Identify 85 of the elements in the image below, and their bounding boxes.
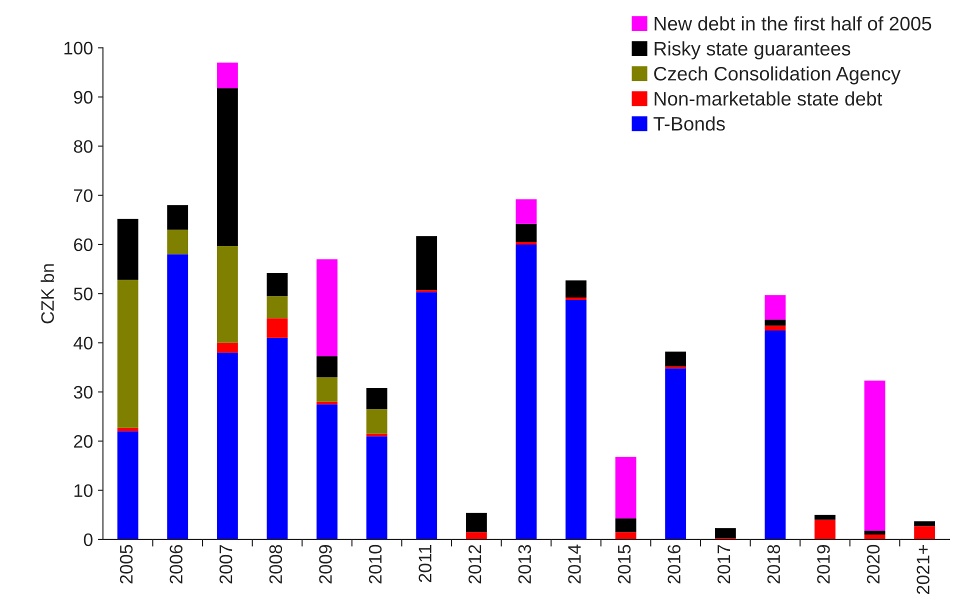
x-tick-label: 2014 — [568, 544, 581, 584]
bar — [266, 296, 288, 318]
bar — [366, 388, 388, 410]
y-tick-label: 80 — [74, 140, 93, 153]
bar — [814, 520, 836, 540]
x-tick-label: 2005 — [120, 544, 133, 584]
bar — [316, 356, 338, 378]
y-axis-title: CZK bn — [40, 264, 54, 324]
x-tick-label: 2006 — [170, 544, 182, 584]
bar — [516, 199, 537, 224]
bar — [566, 298, 586, 300]
x-tick-label: 2015 — [618, 544, 631, 584]
bar — [764, 320, 786, 326]
bar — [615, 532, 636, 540]
x-tick-label: 2019 — [817, 545, 830, 584]
bar — [216, 62, 238, 88]
bar — [516, 244, 537, 540]
x-tick-label: 2013 — [518, 544, 532, 584]
bar — [167, 230, 188, 254]
y-tick-label: 0 — [84, 533, 93, 546]
bar — [366, 409, 388, 434]
bar — [615, 456, 636, 518]
bar — [566, 300, 586, 540]
x-tick-label: 2011 — [418, 545, 432, 582]
x-tick-label: 2009 — [319, 545, 332, 584]
y-tick-label: 40 — [74, 336, 93, 350]
x-tick-label: 2007 — [219, 545, 232, 584]
bar — [416, 292, 438, 540]
y-tick-label: 100 — [64, 42, 93, 55]
x-tick-label: 2021+ — [916, 545, 930, 594]
x-tick-label: 2018 — [767, 544, 780, 584]
bar — [366, 434, 388, 436]
bar — [864, 380, 886, 531]
bar — [416, 236, 438, 290]
bar — [466, 512, 487, 532]
y-tick-label: 50 — [74, 288, 93, 300]
bar — [216, 342, 238, 353]
bar — [714, 528, 736, 538]
bar — [466, 532, 487, 540]
bar — [167, 205, 188, 230]
legend-label: Czech Consolidation Agency — [654, 66, 901, 84]
legend-label: T-Bonds — [654, 116, 725, 131]
bar — [316, 377, 338, 402]
bar — [914, 521, 936, 526]
bar — [864, 534, 886, 540]
bar — [864, 530, 886, 535]
x-tick-label: 2020 — [866, 544, 880, 584]
y-tick-label: 20 — [74, 435, 93, 448]
bar — [764, 295, 786, 320]
bar — [266, 338, 288, 540]
bar — [216, 352, 238, 540]
bar — [216, 246, 238, 343]
bar — [764, 330, 786, 540]
bar — [167, 254, 188, 540]
bar — [117, 428, 138, 432]
y-tick-label: 60 — [74, 238, 93, 252]
bar — [216, 88, 238, 246]
legend-label: Risky state guarantees — [654, 41, 850, 60]
bar — [615, 518, 636, 532]
bar — [316, 259, 338, 356]
bar — [665, 352, 686, 366]
bar — [665, 368, 686, 540]
bar — [516, 224, 537, 242]
bar — [266, 272, 288, 296]
bar — [117, 431, 138, 540]
x-tick-label: 2012 — [468, 545, 482, 584]
legend-label: Non-marketable state debt — [654, 91, 882, 106]
x-tick-label: 2008 — [269, 544, 282, 584]
bar — [366, 436, 388, 540]
bar — [914, 526, 936, 540]
bar — [117, 218, 138, 280]
x-tick-label: 2016 — [668, 544, 680, 584]
y-tick-label: 10 — [74, 484, 93, 497]
legend-label: New debt in the first half of 2005 — [654, 16, 932, 31]
bar — [316, 404, 338, 540]
bar — [764, 326, 786, 330]
bar — [566, 280, 586, 298]
y-tick-label: 30 — [74, 386, 93, 399]
bar — [814, 514, 836, 520]
x-tick-label: 2017 — [717, 545, 730, 584]
bar — [117, 280, 138, 428]
y-tick-label: 70 — [74, 189, 93, 202]
x-tick-label: 2010 — [368, 544, 382, 584]
y-tick-label: 90 — [74, 90, 93, 104]
bar — [266, 318, 288, 338]
